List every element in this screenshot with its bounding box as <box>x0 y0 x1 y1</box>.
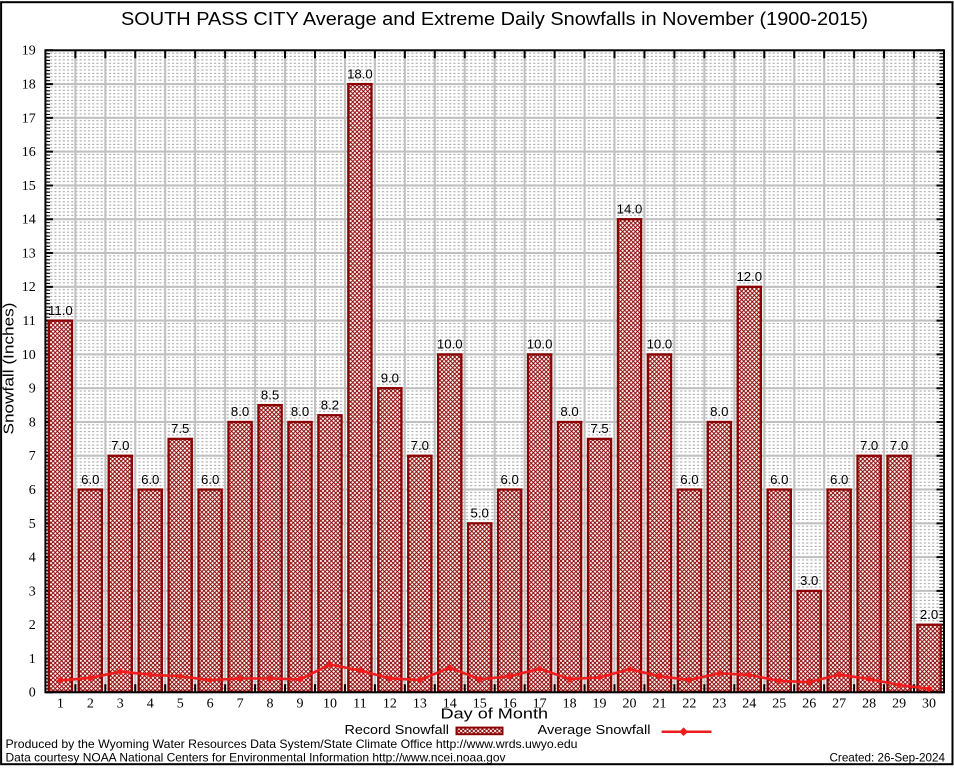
svg-text:12.0: 12.0 <box>736 269 762 284</box>
svg-text:8.5: 8.5 <box>261 387 279 402</box>
svg-text:6.0: 6.0 <box>81 472 99 487</box>
svg-text:6.0: 6.0 <box>501 472 519 487</box>
svg-text:0: 0 <box>29 686 36 701</box>
svg-text:6: 6 <box>29 483 36 498</box>
svg-text:8.0: 8.0 <box>560 404 578 419</box>
svg-text:14: 14 <box>443 697 457 712</box>
svg-text:7.0: 7.0 <box>890 438 908 453</box>
svg-text:19: 19 <box>22 44 36 59</box>
svg-text:9: 9 <box>297 697 304 712</box>
svg-text:Average Snowfall: Average Snowfall <box>538 722 651 737</box>
svg-text:27: 27 <box>832 697 846 712</box>
svg-text:5.0: 5.0 <box>471 506 489 521</box>
svg-text:Created: 26-Sep-2024: Created: 26-Sep-2024 <box>830 751 946 765</box>
svg-text:3: 3 <box>117 697 124 712</box>
svg-text:14.0: 14.0 <box>617 201 643 216</box>
svg-text:6.0: 6.0 <box>770 472 788 487</box>
svg-text:12: 12 <box>22 280 36 295</box>
svg-text:6: 6 <box>207 697 214 712</box>
svg-text:22: 22 <box>682 697 696 712</box>
svg-text:6.0: 6.0 <box>201 472 219 487</box>
svg-text:18: 18 <box>22 77 36 92</box>
svg-text:26: 26 <box>802 697 816 712</box>
svg-text:8: 8 <box>267 697 274 712</box>
svg-text:2: 2 <box>29 618 36 633</box>
svg-text:6.0: 6.0 <box>141 472 159 487</box>
svg-text:1: 1 <box>57 697 64 712</box>
svg-text:8.0: 8.0 <box>231 404 249 419</box>
svg-text:5: 5 <box>29 517 36 532</box>
svg-text:18: 18 <box>563 697 577 712</box>
svg-text:17: 17 <box>22 111 36 126</box>
svg-text:10: 10 <box>22 348 36 363</box>
svg-text:4: 4 <box>147 697 154 712</box>
svg-text:7: 7 <box>237 697 244 712</box>
svg-text:28: 28 <box>862 697 876 712</box>
svg-text:Data courtesy NOAA National Ce: Data courtesy NOAA National Centers for … <box>6 751 506 765</box>
svg-text:Day of Month: Day of Month <box>441 706 549 723</box>
svg-text:25: 25 <box>772 697 786 712</box>
svg-text:7.0: 7.0 <box>111 438 129 453</box>
svg-text:17: 17 <box>533 697 547 712</box>
svg-text:10.0: 10.0 <box>527 337 553 352</box>
svg-text:1: 1 <box>29 652 36 667</box>
svg-text:8.0: 8.0 <box>291 404 309 419</box>
svg-text:29: 29 <box>892 697 906 712</box>
svg-text:7.5: 7.5 <box>590 421 608 436</box>
svg-text:8: 8 <box>29 415 36 430</box>
svg-text:7.0: 7.0 <box>411 438 429 453</box>
svg-text:3.0: 3.0 <box>800 573 818 588</box>
svg-text:11.0: 11.0 <box>48 303 73 318</box>
svg-text:15: 15 <box>22 179 36 194</box>
svg-text:16: 16 <box>503 697 517 712</box>
svg-text:21: 21 <box>652 697 666 712</box>
svg-text:24: 24 <box>742 697 756 712</box>
svg-text:5: 5 <box>177 697 184 712</box>
svg-text:16: 16 <box>22 145 36 160</box>
svg-text:12: 12 <box>383 697 397 712</box>
svg-text:6.0: 6.0 <box>680 472 698 487</box>
svg-text:11: 11 <box>22 314 35 329</box>
svg-text:10.0: 10.0 <box>437 337 463 352</box>
svg-text:8.2: 8.2 <box>321 397 339 412</box>
svg-text:7.5: 7.5 <box>171 421 189 436</box>
svg-text:18.0: 18.0 <box>347 66 373 81</box>
svg-text:23: 23 <box>712 697 726 712</box>
svg-text:8.0: 8.0 <box>710 404 728 419</box>
svg-text:7.0: 7.0 <box>860 438 878 453</box>
svg-text:Produced by the Wyoming Water: Produced by the Wyoming Water Resources … <box>6 737 578 751</box>
svg-text:19: 19 <box>593 697 607 712</box>
svg-text:13: 13 <box>22 246 36 261</box>
svg-text:2.0: 2.0 <box>920 607 938 622</box>
svg-text:9: 9 <box>29 382 36 397</box>
svg-text:14: 14 <box>22 213 36 228</box>
svg-text:Record Snowfall: Record Snowfall <box>345 722 450 737</box>
svg-text:Snowfall (Inches): Snowfall (Inches) <box>1 303 18 435</box>
svg-text:11: 11 <box>353 697 366 712</box>
svg-text:15: 15 <box>473 697 487 712</box>
svg-text:2: 2 <box>87 697 94 712</box>
svg-text:13: 13 <box>413 697 427 712</box>
svg-text:30: 30 <box>922 697 936 712</box>
svg-text:7: 7 <box>29 449 36 464</box>
svg-text:3: 3 <box>29 584 36 599</box>
svg-text:6.0: 6.0 <box>830 472 848 487</box>
svg-text:10.0: 10.0 <box>647 337 673 352</box>
svg-text:SOUTH PASS CITY Average and Ex: SOUTH PASS CITY Average and Extreme Dail… <box>121 9 868 29</box>
svg-text:9.0: 9.0 <box>381 370 399 385</box>
svg-text:20: 20 <box>622 697 636 712</box>
svg-text:4: 4 <box>29 551 36 566</box>
svg-text:10: 10 <box>323 697 337 712</box>
